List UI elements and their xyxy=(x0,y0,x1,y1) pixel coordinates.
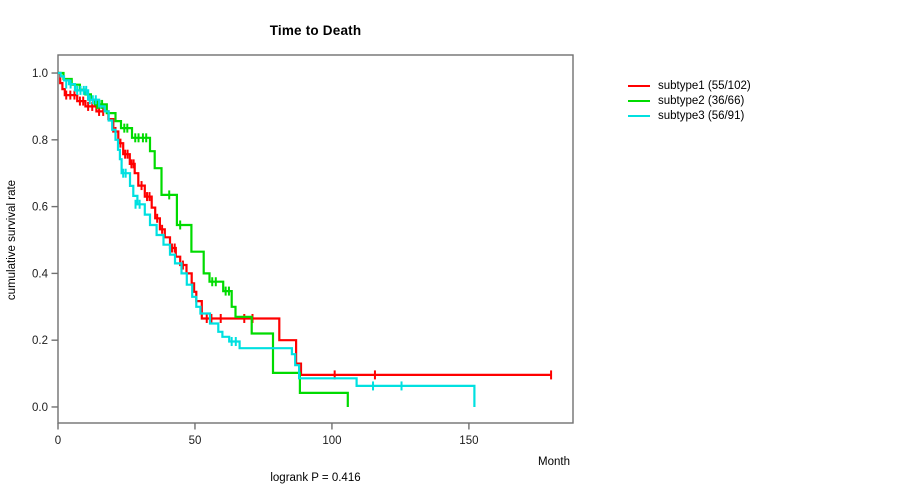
y-axis-label: cumulative survival rate xyxy=(6,179,18,301)
legend-line-swatch xyxy=(628,114,650,117)
legend-item-label: subtype3 (56/91) xyxy=(658,109,745,122)
y-tick-label: 0.0 xyxy=(32,402,48,414)
y-tick-label: 0.8 xyxy=(32,135,48,147)
y-tick-label: 0.6 xyxy=(32,202,48,214)
y-tick-label: 0.4 xyxy=(32,268,49,280)
x-tick-label: 50 xyxy=(189,435,202,447)
legend-line-swatch xyxy=(628,84,650,87)
x-tick-label: 0 xyxy=(55,435,61,447)
x-tick-label: 150 xyxy=(459,435,478,447)
legend-line-swatch xyxy=(628,99,650,102)
legend-item: subtype3 (56/91) xyxy=(628,108,751,123)
series-curve-2 xyxy=(58,71,349,407)
series-curve-3 xyxy=(58,71,476,407)
y-tick-label: 1.0 xyxy=(32,68,48,80)
legend-item: subtype2 (36/66) xyxy=(628,93,751,108)
logrank-annotation: logrank P = 0.416 xyxy=(270,472,361,484)
plot-box xyxy=(57,54,574,424)
legend-item: subtype1 (55/102) xyxy=(628,78,751,93)
x-axis-label: Month xyxy=(538,456,570,468)
series-curve-1 xyxy=(58,71,552,376)
chart-title: Time to Death xyxy=(269,23,362,38)
legend-item-label: subtype2 (36/66) xyxy=(658,94,745,107)
legend-item-label: subtype1 (55/102) xyxy=(658,79,751,92)
x-tick-label: 100 xyxy=(322,435,341,447)
y-tick-label: 0.2 xyxy=(32,335,48,347)
legend: subtype1 (55/102) subtype2 (36/66) subtype… xyxy=(628,78,751,123)
